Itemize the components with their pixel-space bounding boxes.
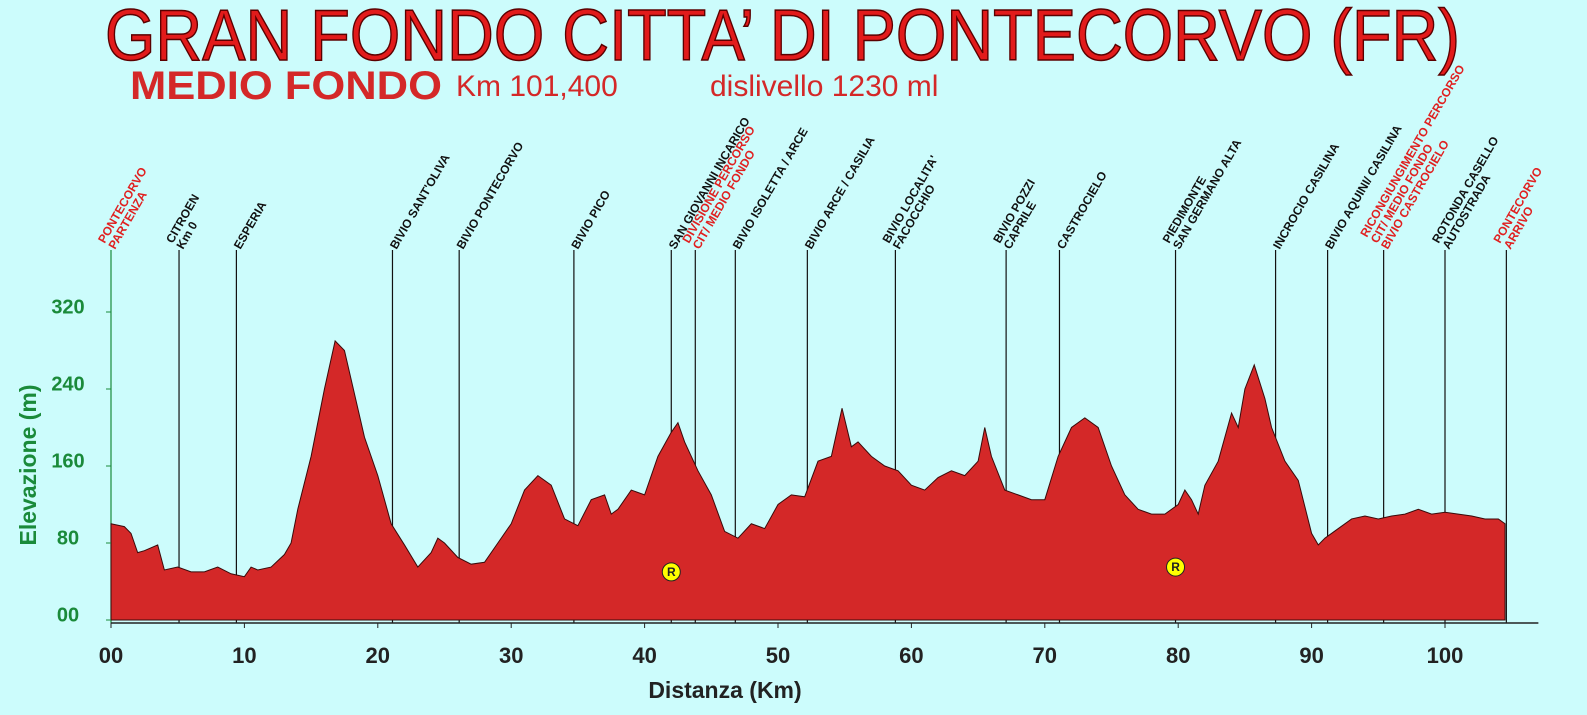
refreshment-label: R (1171, 560, 1180, 574)
elevation-area (110, 339, 1506, 621)
y-tick-label: 160 (51, 450, 84, 472)
waypoint-label: BIVIO LOCALITA'FACOCCHIO (879, 153, 941, 252)
x-tick-label: 100 (1427, 643, 1464, 668)
waypoint-label: BIVIO SANT'OLIVA (387, 151, 453, 251)
y-tick-label: 240 (51, 373, 84, 395)
subtitle: MEDIO FONDO (130, 64, 442, 108)
waypoint-text: BIVIO PONTECORVO (454, 140, 527, 252)
y-axis-label: Elevazione (m) (15, 384, 41, 545)
waypoint-text: SAN GERMANO ALTA (1170, 136, 1245, 251)
x-tick-label: 70 (1033, 643, 1057, 668)
x-tick-label: 30 (499, 643, 523, 668)
waypoint-label: BIVIO PICO (568, 188, 613, 252)
waypoint-text: ESPERIA (231, 199, 270, 252)
y-tick-label: 320 (51, 296, 84, 318)
distance-label: Km 101,400 (456, 70, 618, 103)
x-tick-label: 00 (99, 643, 123, 668)
waypoint-text: BIVIO SANT'OLIVA (387, 151, 453, 251)
waypoint-text: BIVIO PICO (568, 188, 613, 252)
y-tick-label: 00 (57, 604, 79, 626)
x-tick-label: 40 (632, 643, 656, 668)
waypoint-text: BIVIO ARCE / CASILIA (802, 134, 878, 252)
waypoint-text: CASTROCIELO (1054, 169, 1110, 252)
climb-label: dislivello 1230 ml (710, 70, 938, 103)
refreshment-marker (661, 562, 681, 582)
x-tick-label: 20 (366, 643, 390, 668)
x-axis-label: Distanza (Km) (648, 677, 801, 703)
y-tick-label: 80 (57, 527, 79, 549)
waypoint-label: ESPERIA (231, 199, 270, 252)
waypoint-label: BIVIO ARCE / CASILIA (802, 134, 878, 252)
x-tick-label: 50 (766, 643, 790, 668)
x-tick-label: 80 (1166, 643, 1190, 668)
x-tick-label: 90 (1299, 643, 1323, 668)
x-tick-label: 10 (232, 643, 256, 668)
refreshment-label: R (667, 565, 676, 579)
x-tick-label: 60 (899, 643, 923, 668)
waypoint-label: CASTROCIELO (1054, 169, 1110, 252)
refreshment-marker (1166, 557, 1186, 577)
waypoint-label: BIVIO PONTECORVO (454, 140, 527, 252)
chart-title: GRAN FONDO CITTA’ DI PONTECORVO (FR) (105, 0, 1460, 76)
